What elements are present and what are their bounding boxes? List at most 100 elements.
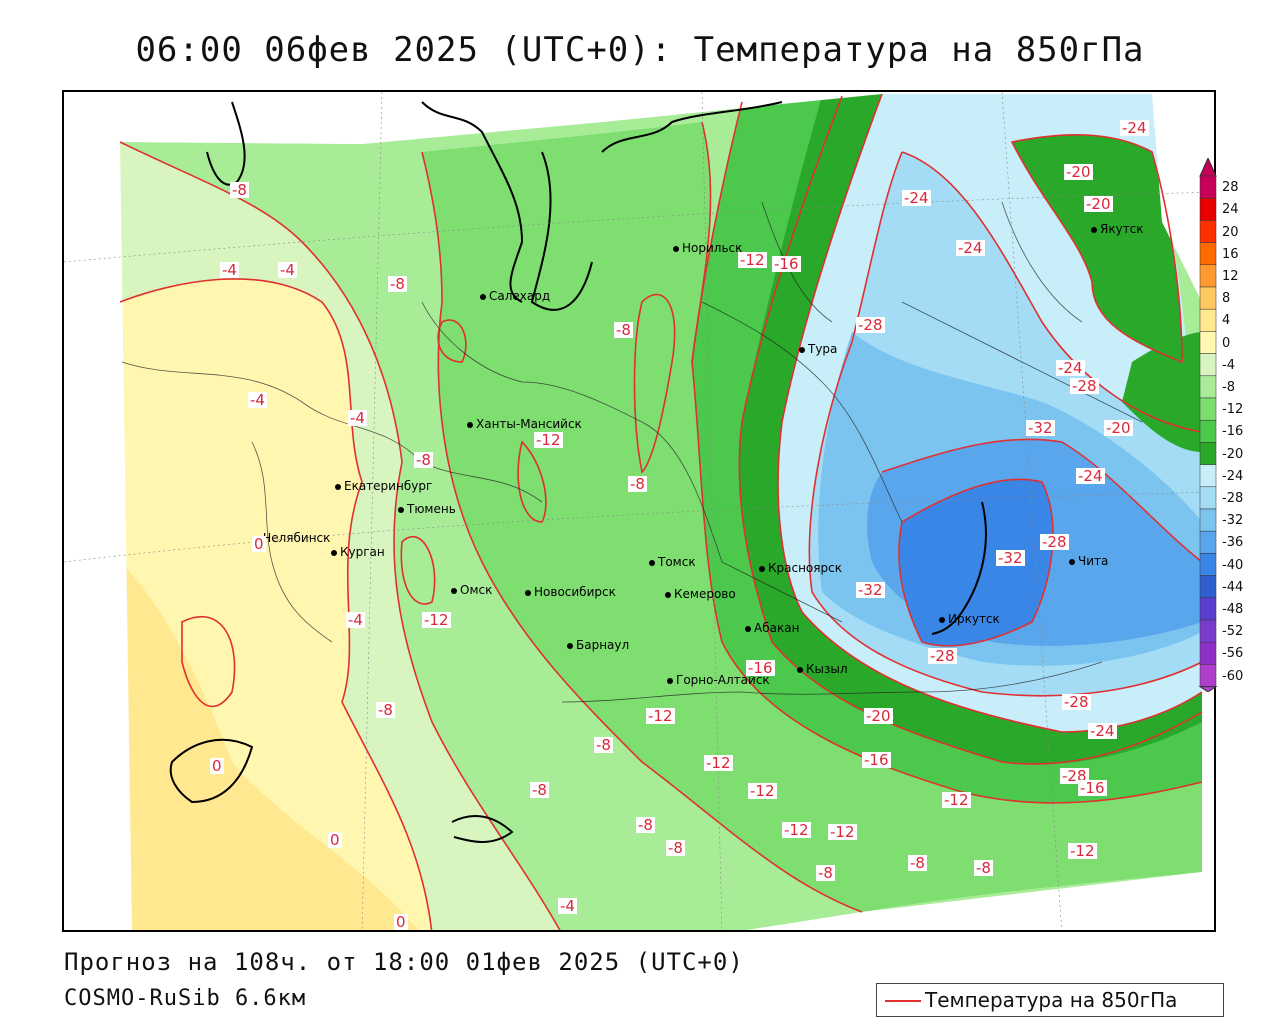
colorbar-tick-label: 20 — [1222, 224, 1239, 240]
city-name: Новосибирск — [534, 585, 616, 599]
city-marker[interactable]: Ханты-Мансийск — [467, 417, 582, 431]
city-marker[interactable]: Томск — [649, 555, 696, 569]
city-dot-icon — [567, 642, 573, 649]
model-name: COSMO-RuSib 6.6км — [64, 986, 307, 1011]
isotherm-label: -24 — [1056, 359, 1085, 377]
city-marker[interactable]: Якутск — [1091, 222, 1144, 236]
isotherm-label: -12 — [534, 431, 563, 449]
isotherm-label: -8 — [816, 864, 835, 882]
isotherm-label: -16 — [746, 659, 775, 677]
city-marker[interactable]: Омск — [451, 583, 492, 597]
temperature-field — [64, 92, 1214, 930]
isotherm-label: -12 — [646, 707, 675, 725]
isotherm-label: -16 — [772, 255, 801, 273]
isotherm-label: -20 — [864, 707, 893, 725]
colorbar-swatch — [1199, 197, 1217, 221]
colorbar-swatch — [1199, 220, 1217, 243]
isotherm-label: -28 — [1070, 377, 1099, 395]
isotherm-label: 0 — [394, 913, 408, 931]
city-marker[interactable]: Норильск — [673, 241, 742, 255]
map-panel[interactable]: Норильск Салехард Тура Якутск Ханты-Мансийск… — [62, 90, 1216, 932]
city-name: Барнаул — [576, 638, 630, 652]
colorbar-tick-label: 28 — [1222, 180, 1239, 196]
isotherm-label: -12 — [738, 251, 767, 269]
city-marker[interactable]: Красноярск — [759, 561, 842, 575]
isotherm-label: 0 — [210, 757, 224, 775]
city-marker[interactable]: Кызыл — [797, 662, 848, 676]
city-dot-icon — [665, 591, 671, 598]
isotherm-label: -8 — [908, 854, 927, 872]
city-dot-icon — [799, 346, 805, 353]
city-name: Омск — [460, 583, 493, 597]
isotherm-label: -4 — [220, 261, 239, 279]
colorbar-tick-label: -12 — [1222, 402, 1244, 418]
isotherm-label: -24 — [902, 189, 931, 207]
isotherm-label: -12 — [942, 791, 971, 809]
colorbar-tick-label: -52 — [1222, 624, 1244, 640]
zone-minus16 — [692, 96, 1202, 803]
isotherm-label: -32 — [1026, 419, 1055, 437]
coastline — [169, 101, 987, 843]
isotherm-label: -20 — [1064, 163, 1093, 181]
colorbar-swatch — [1199, 530, 1217, 554]
city-marker[interactable]: Екатеринбург — [335, 479, 432, 493]
isotherm-label: -8 — [614, 321, 633, 339]
city-marker[interactable]: Тюмень — [398, 502, 456, 516]
isotherm-label: -24 — [1076, 467, 1105, 485]
isotherm-label: -4 — [348, 409, 367, 427]
legend: Температура на 850гПа — [876, 983, 1224, 1017]
city-dot-icon — [480, 293, 486, 300]
isotherm-label: -8 — [974, 859, 993, 877]
isotherm-label: -12 — [704, 754, 733, 772]
isotherm-lines — [119, 93, 1203, 930]
isotherm-label: 0 — [252, 535, 266, 553]
legend-label: Температура на 850гПа — [925, 988, 1178, 1012]
city-marker[interactable]: Барнаул — [567, 638, 629, 652]
colorbar-swatch — [1199, 486, 1217, 510]
colorbar-tick-label: -44 — [1222, 579, 1244, 595]
colorbar-tick-label: -20 — [1222, 446, 1244, 462]
isotherm-label: -4 — [248, 391, 267, 409]
isotherm-label: -16 — [1078, 779, 1107, 797]
isotherm-label: -12 — [422, 611, 451, 629]
admin-borders — [121, 201, 1143, 703]
isotherm-label: -12 — [782, 821, 811, 839]
city-dot-icon — [649, 559, 655, 566]
city-marker[interactable]: Кемерово — [665, 587, 736, 601]
city-dot-icon — [797, 666, 803, 673]
colorbar-swatch — [1199, 375, 1217, 399]
colorbar-tick-label: -24 — [1222, 468, 1244, 484]
colorbar-tick-label: -8 — [1222, 379, 1235, 395]
city-marker[interactable]: Курган — [331, 545, 385, 559]
city-name: Челябинск — [263, 531, 331, 545]
city-marker[interactable]: Горно-Алтайск — [667, 673, 770, 687]
colorbar-tick-label: 8 — [1222, 291, 1231, 307]
isotherm-label: -28 — [928, 647, 957, 665]
isotherm-label: 0 — [328, 831, 342, 849]
city-marker[interactable]: Новосибирск — [525, 585, 616, 599]
city-name: Норильск — [682, 241, 743, 255]
colorbar-tick-label: -48 — [1222, 601, 1244, 617]
city-marker[interactable]: Абакан — [745, 621, 799, 635]
colorbar-tick-label: 24 — [1222, 202, 1239, 218]
colorbar-swatches — [1198, 156, 1218, 693]
colorbar-swatch — [1199, 508, 1217, 532]
city-name: Тюмень — [407, 502, 456, 516]
city-dot-icon — [673, 245, 679, 252]
city-marker[interactable]: Салехард — [480, 289, 550, 303]
isotherm-label: -16 — [862, 751, 891, 769]
colorbar-tick-label: -60 — [1222, 668, 1244, 684]
colorbar-tick-label: 4 — [1222, 313, 1231, 329]
city-marker[interactable]: Иркутск — [939, 612, 1000, 626]
isotherm-label: -4 — [278, 261, 297, 279]
legend-line-swatch — [885, 1000, 921, 1002]
city-dot-icon — [335, 483, 341, 490]
colorbar-swatch — [1199, 664, 1217, 687]
colorbar-swatch — [1199, 442, 1217, 465]
isotherm-label: -8 — [594, 736, 613, 754]
map-title: 06:00 06фев 2025 (UTC+0): Температура на… — [135, 30, 1145, 70]
city-dot-icon — [331, 549, 337, 556]
city-marker[interactable]: Тура — [799, 342, 837, 356]
city-marker[interactable]: Чита — [1069, 554, 1108, 568]
city-dot-icon — [939, 616, 945, 623]
